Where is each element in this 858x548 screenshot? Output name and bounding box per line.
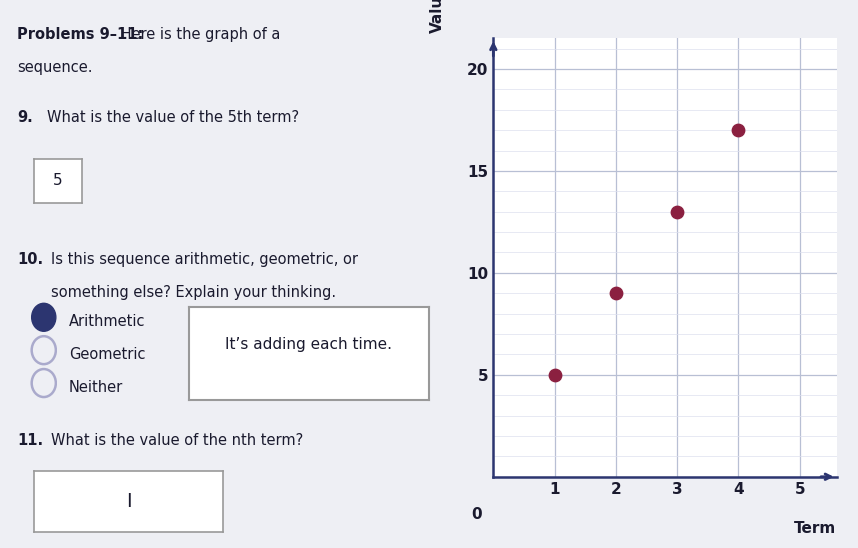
Text: Is this sequence arithmetic, geometric, or: Is this sequence arithmetic, geometric, … xyxy=(51,252,359,267)
Text: Arithmetic: Arithmetic xyxy=(69,314,145,329)
Point xyxy=(547,370,561,379)
Text: 5: 5 xyxy=(53,173,63,189)
Text: 9.: 9. xyxy=(17,110,33,124)
Text: What is the value of the nth term?: What is the value of the nth term? xyxy=(51,433,304,448)
Text: It’s adding each time.: It’s adding each time. xyxy=(226,336,392,352)
Text: something else? Explain your thinking.: something else? Explain your thinking. xyxy=(51,285,336,300)
Text: 0: 0 xyxy=(471,507,481,522)
Point xyxy=(732,125,746,134)
Text: Value: Value xyxy=(430,0,445,33)
Text: 10.: 10. xyxy=(17,252,43,267)
Text: 11.: 11. xyxy=(17,433,43,448)
Circle shape xyxy=(32,303,56,332)
Text: I: I xyxy=(126,492,131,511)
Text: Problems 9–11:: Problems 9–11: xyxy=(17,27,143,42)
Text: Here is the graph of a: Here is the graph of a xyxy=(116,27,281,42)
Point xyxy=(670,207,684,216)
Text: Neither: Neither xyxy=(69,380,123,395)
Text: Geometric: Geometric xyxy=(69,347,145,362)
Text: sequence.: sequence. xyxy=(17,60,93,75)
X-axis label: Term: Term xyxy=(795,521,837,535)
Point xyxy=(609,289,623,298)
Text: What is the value of the 5th term?: What is the value of the 5th term? xyxy=(47,110,299,124)
